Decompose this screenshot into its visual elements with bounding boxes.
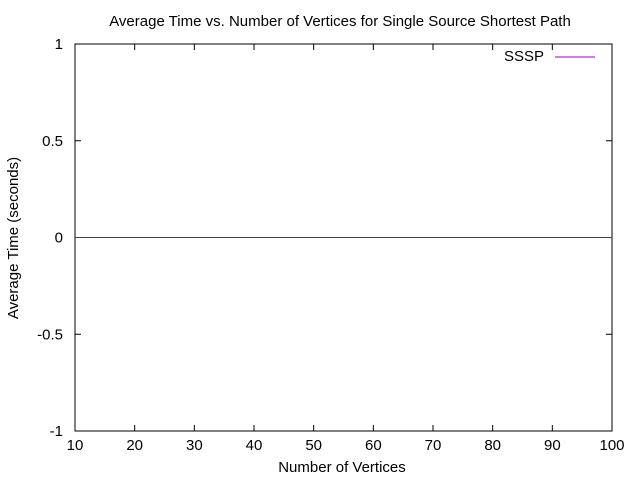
y-axis: 1 0.5 0 -0.5 -1 [37, 36, 612, 440]
x-tick-label: 70 [425, 437, 442, 454]
x-axis-label: Number of Vertices [278, 459, 406, 476]
x-tick-label: 30 [186, 437, 203, 454]
chart-title: Average Time vs. Number of Vertices for … [109, 13, 571, 30]
x-tick-label: 100 [599, 437, 624, 454]
y-tick-label: 1 [55, 36, 63, 53]
x-tick-label: 10 [67, 437, 84, 454]
y-tick-label: -1 [50, 423, 63, 440]
x-tick-label: 90 [544, 437, 561, 454]
x-tick-label: 50 [305, 437, 322, 454]
x-tick-label: 40 [246, 437, 263, 454]
y-axis-label: Average Time (seconds) [5, 157, 22, 319]
x-axis: 10 20 30 40 50 60 70 80 90 100 [67, 44, 625, 454]
x-tick-label: 60 [365, 437, 382, 454]
x-tick-label: 20 [126, 437, 143, 454]
y-tick-label: 0.5 [42, 133, 63, 150]
y-tick-label: 0 [55, 230, 63, 247]
legend-label-sssp: SSSP [504, 48, 544, 65]
x-tick-label: 80 [484, 437, 501, 454]
legend: SSSP [504, 48, 595, 65]
y-tick-label: -0.5 [37, 326, 63, 343]
